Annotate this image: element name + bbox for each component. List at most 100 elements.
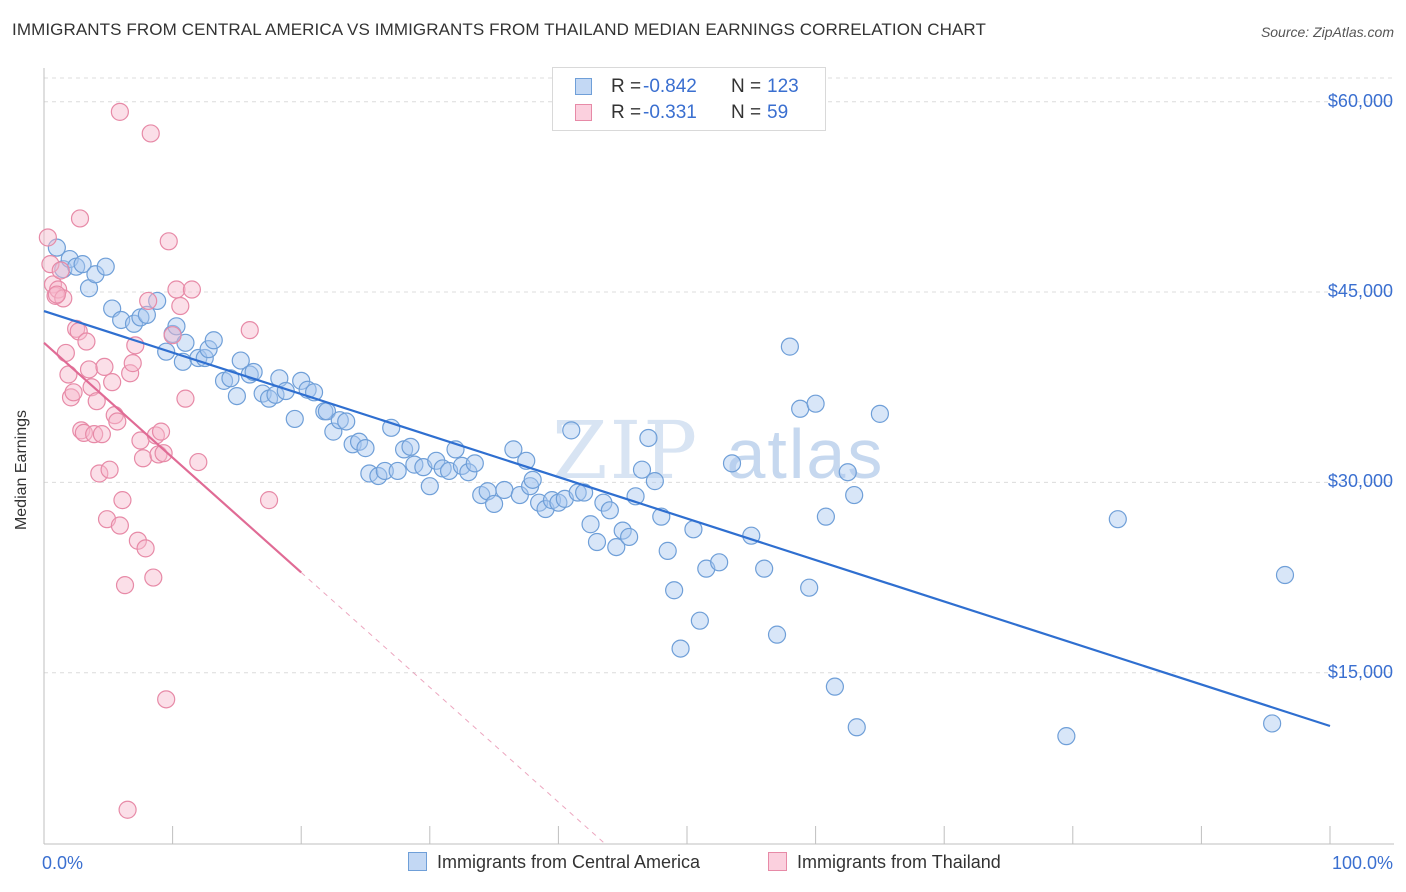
central-america-point <box>562 421 581 440</box>
legend-n-label: N = <box>731 76 762 97</box>
thailand-point <box>167 280 186 299</box>
y-tick-label: $30,000 <box>1327 471 1393 492</box>
central-america-point <box>838 463 857 482</box>
central-america-point <box>632 460 652 479</box>
chart-title: IMMIGRANTS FROM CENTRAL AMERICA VS IMMIG… <box>12 20 986 39</box>
central-america-point <box>722 454 742 473</box>
central-america-point <box>671 639 690 658</box>
central-america-point <box>401 437 420 456</box>
central-america-point <box>1275 565 1295 585</box>
legend-r-value: -0.842 <box>643 76 697 97</box>
thailand-point <box>56 343 75 363</box>
central-america-point <box>690 611 709 630</box>
x-tick-label-max: 100.0% <box>1331 853 1393 873</box>
thailand-point <box>103 373 122 392</box>
thailand-point <box>159 232 178 251</box>
thailand-point <box>123 354 142 373</box>
central-america-point <box>324 422 343 441</box>
thailand-trendline-extension <box>300 572 606 845</box>
thailand-point <box>133 449 153 468</box>
thailand-point <box>154 444 173 463</box>
central-america-point <box>330 411 349 430</box>
legend-r-label: R = <box>611 102 642 123</box>
central-america-point <box>870 404 890 423</box>
thailand-point <box>157 690 176 709</box>
central-america-point <box>600 501 619 520</box>
central-america-trendline <box>43 310 1331 728</box>
series-name-central-america: Immigrants from Central America <box>437 852 701 872</box>
central-america-point <box>231 351 250 370</box>
legend-swatch-pink <box>575 104 592 121</box>
central-america-point <box>375 461 394 481</box>
central-america-point <box>47 238 66 257</box>
central-america-point <box>427 451 446 470</box>
central-america-point <box>86 265 105 284</box>
x-tick-label-min: 0.0% <box>42 853 84 873</box>
central-america-point <box>227 386 246 406</box>
central-america-point <box>780 337 799 356</box>
y-tick-label: $15,000 <box>1327 661 1393 682</box>
central-america-point <box>791 399 810 418</box>
thailand-point <box>118 800 137 819</box>
thailand-point <box>110 102 129 121</box>
central-america-point <box>645 472 664 491</box>
thailand-point <box>240 321 259 340</box>
central-america-point <box>587 532 607 552</box>
central-america-point <box>167 317 186 336</box>
central-america-point <box>816 507 835 526</box>
thailand-point <box>128 531 147 550</box>
y-tick-label: $45,000 <box>1327 281 1393 302</box>
series-name-thailand: Immigrants from Thailand <box>797 852 1001 872</box>
central-america-point <box>495 480 514 500</box>
series-swatch-pink <box>768 852 787 871</box>
legend-n-value: 59 <box>767 102 789 123</box>
watermark: ZIP atlas <box>552 404 884 497</box>
central-america-point <box>825 677 844 696</box>
central-america-point <box>581 515 600 534</box>
central-america-point <box>292 371 311 390</box>
central-america-point <box>639 428 658 448</box>
thailand-point <box>176 389 195 408</box>
source-label: Source: ZipAtlas.com <box>1260 24 1394 40</box>
central-america-point <box>337 412 356 431</box>
thailand-point <box>259 491 279 510</box>
thailand-point <box>41 255 60 274</box>
thailand-point <box>113 491 132 510</box>
central-america-point <box>665 581 684 600</box>
central-america-point <box>204 331 223 350</box>
central-america-point <box>356 439 375 458</box>
central-america-point <box>658 541 677 560</box>
thailand-point <box>43 275 63 294</box>
thailand-point <box>100 460 119 479</box>
legend-swatch-blue <box>575 78 592 95</box>
thailand-point <box>189 452 208 472</box>
thailand-point <box>70 209 90 228</box>
thailand-point <box>141 124 160 143</box>
thailand-point <box>87 392 106 411</box>
central-america-point <box>710 553 729 572</box>
thailand-point <box>85 425 104 444</box>
central-america-point <box>806 394 825 413</box>
thailand-point <box>182 280 201 299</box>
thailand-point <box>77 332 96 351</box>
thailand-point <box>38 228 57 247</box>
thailand-point <box>136 539 155 558</box>
central-america-point <box>1057 727 1076 746</box>
thailand-point <box>92 425 111 444</box>
thailand-point <box>61 388 81 407</box>
thailand-point <box>110 516 129 535</box>
correlation-legend: R = -0.842 N = 123 R = -0.331 N = 59 <box>552 67 826 131</box>
central-america-point <box>523 470 542 489</box>
central-america-point <box>575 483 594 502</box>
central-america-point <box>767 625 787 644</box>
series-legend-thailand: Immigrants from Thailand <box>768 852 1001 873</box>
central-america-point <box>221 369 240 388</box>
central-america-point <box>1108 510 1127 529</box>
thailand-point <box>151 422 171 441</box>
central-america-point <box>620 527 639 547</box>
central-america-point <box>1263 714 1282 733</box>
central-america-point <box>504 440 523 459</box>
central-america-point <box>800 578 819 597</box>
central-america-point <box>755 559 774 578</box>
